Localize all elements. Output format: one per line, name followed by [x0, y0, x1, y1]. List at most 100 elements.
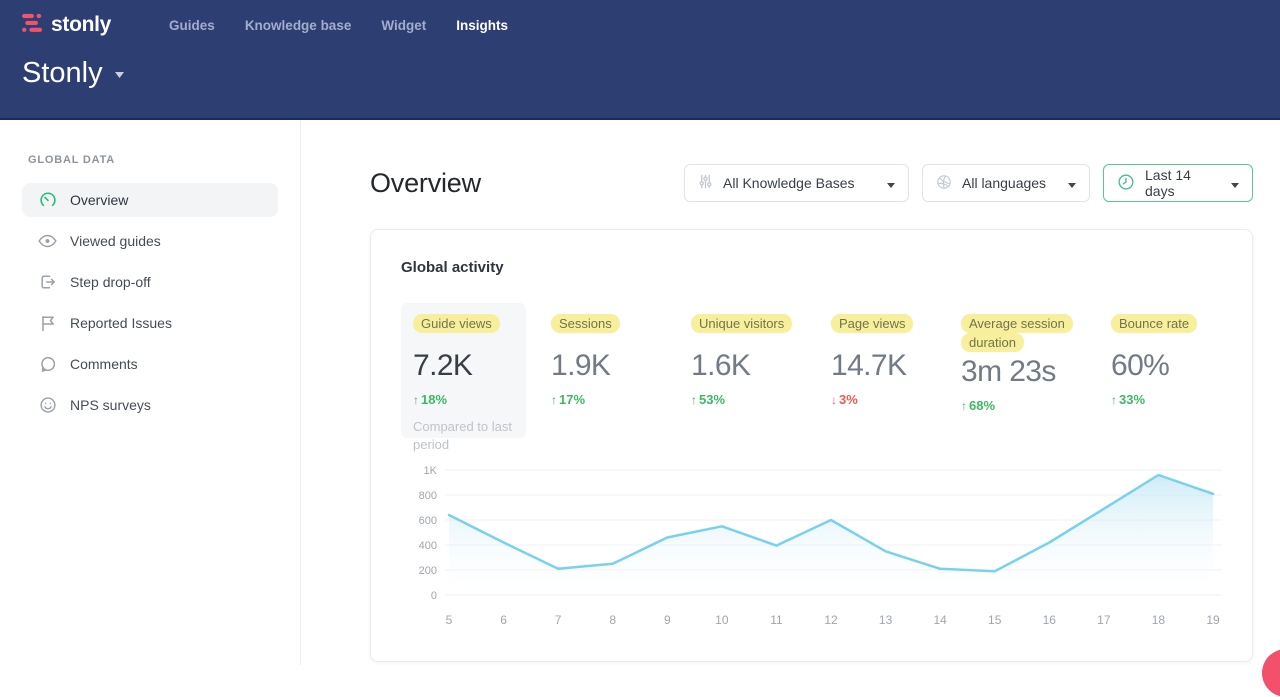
clock-icon: [1117, 173, 1135, 194]
svg-text:0: 0: [431, 590, 437, 602]
sidebar: GLOBAL DATA Overview Vie: [0, 120, 301, 665]
svg-text:5: 5: [446, 613, 453, 627]
metric-delta: ↑ 53%: [691, 392, 726, 407]
caret-down-icon: [1068, 175, 1076, 191]
metric-label: Bounce rate: [1111, 314, 1198, 333]
sidebar-item-comments[interactable]: Comments: [22, 347, 278, 381]
svg-text:11: 11: [770, 613, 783, 627]
sidebar-item-nps-surveys[interactable]: NPS surveys: [22, 388, 278, 422]
svg-text:800: 800: [419, 490, 437, 502]
metric-value: 7.2K: [413, 349, 473, 382]
comment-icon: [38, 355, 57, 374]
sidebar-item-label: Reported Issues: [70, 315, 172, 331]
nav-link-insights[interactable]: Insights: [456, 17, 508, 33]
svg-text:7: 7: [555, 613, 562, 627]
stonly-logo-text: stonly: [51, 13, 112, 36]
svg-text:13: 13: [879, 613, 893, 627]
sidebar-item-label: Viewed guides: [70, 233, 161, 249]
sidebar-section-title: GLOBAL DATA: [28, 154, 116, 166]
metric-bounce-rate[interactable]: Bounce rate 60% ↑ 33%: [1111, 303, 1222, 438]
app-header: stonly Guides Knowledge base Widget Insi…: [0, 0, 1280, 120]
arrow-up-icon: ↑: [551, 393, 557, 407]
workspace-name: Stonly: [22, 57, 103, 89]
svg-text:400: 400: [419, 540, 437, 552]
top-navigation: stonly Guides Knowledge base Widget Insi…: [22, 9, 1258, 41]
metric-label: Average session duration: [961, 314, 1073, 352]
svg-text:200: 200: [419, 565, 437, 577]
date-range-dropdown[interactable]: Last 14 days: [1103, 164, 1253, 202]
caret-down-icon: [1231, 175, 1239, 191]
nav-link-guides[interactable]: Guides: [169, 17, 215, 33]
nav-link-knowledge-base[interactable]: Knowledge base: [244, 17, 352, 33]
stonly-logo-icon: [22, 13, 44, 38]
activity-chart-container: 0 200 400 600 800 1K 5 6 7 8 9 10 11 12 13 14 15 16 17 18 19: [401, 460, 1222, 640]
sidebar-item-label: Comments: [70, 356, 138, 372]
gauge-icon: [38, 191, 57, 210]
step-dropoff-icon: [38, 273, 57, 292]
metric-delta: ↑ 33%: [1111, 392, 1146, 407]
svg-text:14: 14: [933, 613, 947, 627]
metric-delta: ↑ 68%: [961, 397, 996, 413]
sidebar-nav: Overview Viewed guides: [0, 183, 300, 422]
eye-icon: [38, 232, 57, 251]
knowledge-bases-value: All Knowledge Bases: [723, 175, 855, 191]
workspace-switcher[interactable]: Stonly: [22, 57, 124, 90]
metric-delta: ↓ 3%: [831, 392, 858, 407]
date-range-value: Last 14 days: [1145, 167, 1191, 199]
nav-link-widget[interactable]: Widget: [381, 17, 427, 33]
metrics-row: Guide views 7.2K ↑ 18% Compared to last p…: [401, 303, 1222, 452]
metric-value: 1.6K: [691, 349, 751, 382]
arrow-up-icon: ↑: [1111, 393, 1117, 407]
svg-text:19: 19: [1206, 613, 1220, 627]
flag-icon: [38, 314, 57, 333]
metric-label: Sessions: [551, 314, 620, 333]
sidebar-item-label: NPS surveys: [70, 397, 151, 413]
caret-down-icon: [887, 175, 895, 191]
svg-text:600: 600: [419, 515, 437, 527]
languages-value: All languages: [962, 175, 1047, 191]
sidebar-item-label: Step drop-off: [70, 274, 151, 290]
sidebar-item-reported-issues[interactable]: Reported Issues: [22, 306, 278, 340]
sidebar-item-step-drop-off[interactable]: Step drop-off: [22, 265, 278, 299]
svg-text:8: 8: [609, 613, 616, 627]
page-title: Overview: [370, 167, 481, 198]
metric-label: Page views: [831, 314, 914, 333]
metric-sessions[interactable]: Sessions 1.9K ↑ 17%: [551, 303, 691, 438]
metric-note: Compared to last period: [413, 419, 512, 453]
nav-links: Guides Knowledge base Widget Insights: [139, 18, 508, 33]
card-title: Global activity: [401, 259, 504, 276]
arrow-up-icon: ↑: [413, 393, 419, 407]
main-content: Overview All Knowledge Bases: [301, 120, 1280, 665]
activity-chart: 0 200 400 600 800 1K 5 6 7 8 9 10 11 12 13 14 15 16 17 18 19: [419, 465, 1222, 627]
sliders-icon: [698, 174, 713, 192]
metric-value: 1.9K: [551, 349, 611, 382]
metric-delta: ↑ 17%: [551, 392, 586, 407]
svg-text:16: 16: [1043, 613, 1057, 627]
sidebar-item-label: Overview: [70, 192, 129, 208]
metric-page-views[interactable]: Page views 14.7K ↓ 3%: [831, 303, 961, 438]
metric-label: Guide views: [413, 314, 500, 333]
chevron-down-icon: [114, 65, 124, 83]
svg-text:15: 15: [988, 613, 1002, 627]
stonly-logo[interactable]: stonly: [22, 13, 111, 38]
smiley-icon: [38, 396, 57, 415]
knowledge-bases-dropdown[interactable]: All Knowledge Bases: [684, 164, 909, 202]
metric-average-session-duration[interactable]: Average session duration 3m 23s ↑ 68%: [961, 303, 1111, 438]
metric-value: 14.7K: [831, 349, 907, 382]
svg-text:1K: 1K: [424, 465, 438, 477]
svg-text:6: 6: [500, 613, 507, 627]
svg-text:17: 17: [1097, 613, 1111, 627]
globe-icon: [936, 174, 952, 193]
arrow-down-icon: ↓: [831, 393, 837, 407]
sidebar-item-overview[interactable]: Overview: [22, 183, 278, 217]
svg-text:12: 12: [824, 613, 838, 627]
languages-dropdown[interactable]: All languages: [922, 164, 1090, 202]
metric-guide-views[interactable]: Guide views 7.2K ↑ 18% Compared to last p…: [401, 303, 526, 452]
sidebar-item-viewed-guides[interactable]: Viewed guides: [22, 224, 278, 258]
metric-delta: ↑ 18%: [413, 392, 448, 407]
metric-value: 60%: [1111, 349, 1170, 382]
filters: All Knowledge Bases All languages: [684, 164, 1253, 202]
arrow-up-icon: ↑: [691, 393, 697, 407]
svg-text:10: 10: [715, 613, 729, 627]
metric-unique-visitors[interactable]: Unique visitors 1.6K ↑ 53%: [691, 303, 831, 438]
